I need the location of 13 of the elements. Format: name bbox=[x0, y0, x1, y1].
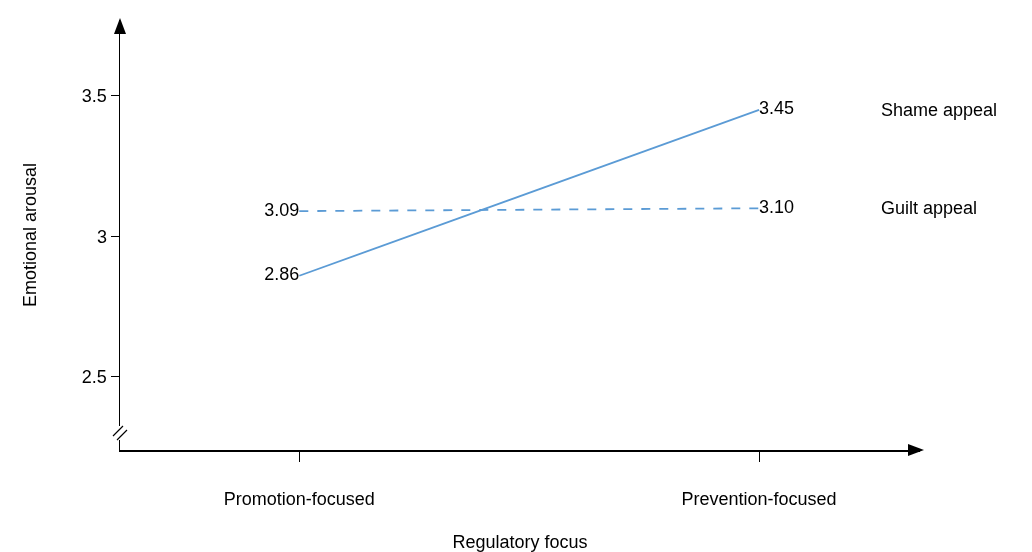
x-tick-label: Promotion-focused bbox=[223, 489, 375, 510]
data-label: 3.10 bbox=[759, 196, 795, 217]
data-label: 3.09 bbox=[264, 199, 300, 220]
text: Shame appeal bbox=[881, 100, 998, 120]
data-label: 2.86 bbox=[264, 264, 300, 285]
text: Guilt appeal bbox=[881, 198, 978, 218]
y-axis-title: Emotional arousal bbox=[20, 162, 41, 308]
y-tick-label: 3 bbox=[96, 226, 107, 247]
data-label: 3.45 bbox=[759, 98, 795, 119]
x-tick-label: Prevention-focused bbox=[681, 489, 837, 510]
y-tick-label: 3.5 bbox=[81, 86, 107, 107]
x-axis-title: Regulatory focus bbox=[452, 532, 588, 552]
y-tick-label: 2.5 bbox=[81, 367, 107, 388]
